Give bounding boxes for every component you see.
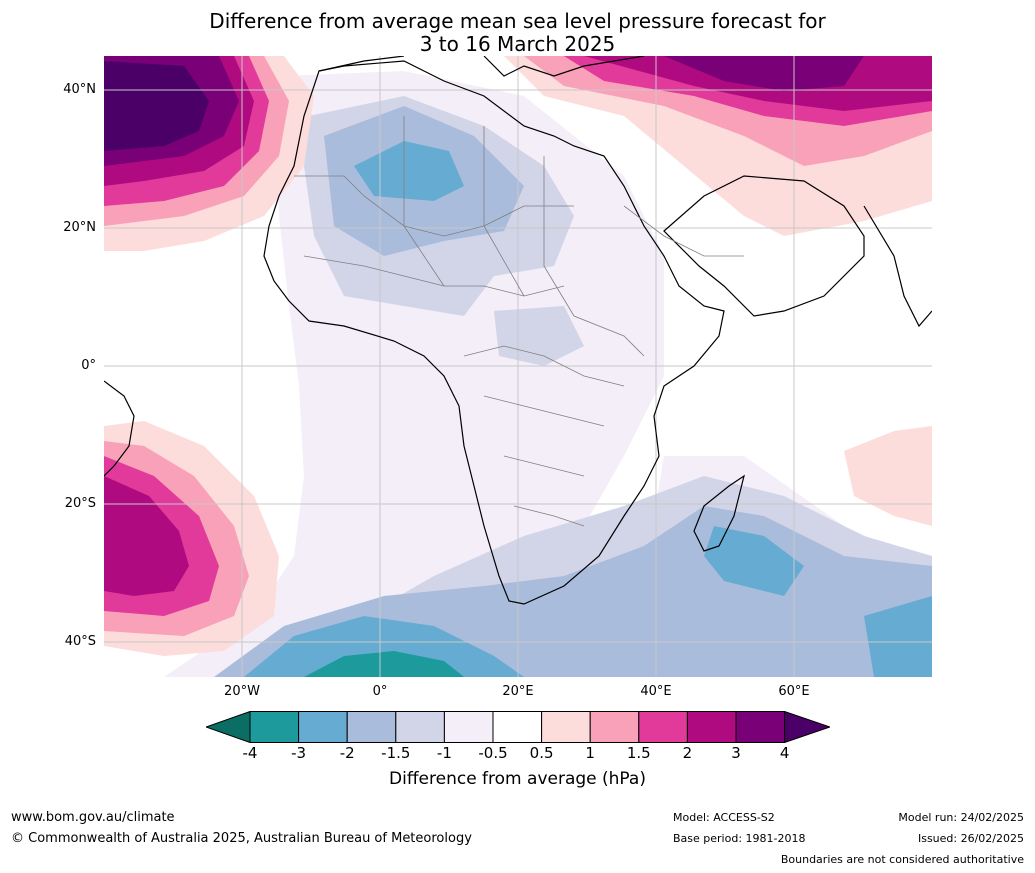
copyright-text: © Commonwealth of Australia 2025, Austra… (11, 831, 472, 846)
colorbar-arrow-high (784, 711, 830, 743)
map-title-line-1: Difference from average mean sea level p… (209, 9, 826, 33)
anomaly-region-neg-3-south (304, 651, 464, 677)
anomaly-region-neg-2-sahara (354, 141, 464, 201)
anomaly-region-pos-4-northwest (104, 61, 209, 151)
colorbar-segment (492, 711, 543, 743)
map-title-line-2: 3 to 16 March 2025 (419, 32, 616, 56)
colorbar-arrow-low (206, 711, 251, 743)
colorbar-tick-label: -4 (242, 744, 258, 762)
colorbar-tick-label: -3 (291, 744, 307, 762)
colorbar-segment (298, 711, 348, 743)
africa-coast (263, 60, 725, 605)
graticule (104, 56, 932, 677)
colorbar-segment (395, 711, 445, 743)
lon-label-20w: 20°W (224, 684, 260, 699)
anomaly-region-pos-2-southwest (104, 476, 189, 596)
lon-label-60e: 60°E (778, 684, 810, 699)
issued-text: Issued: 26/02/2025 (917, 832, 1024, 845)
south-america-coast (104, 380, 135, 477)
colorbar-segment (638, 711, 688, 743)
lat-label-40n: 40°N (63, 82, 96, 97)
lat-label-40s: 40°S (64, 634, 96, 649)
lat-label-0: 0° (81, 358, 96, 373)
coastlines (104, 56, 932, 605)
colorbar-tick-label: -1 (436, 744, 452, 762)
lat-label-20s: 20°S (64, 496, 96, 511)
colorbar-segment (589, 711, 640, 743)
anomaly-region-pos-3-northeast (664, 56, 864, 91)
colorbar-segment (735, 711, 786, 743)
lon-label-20e: 20°E (502, 684, 534, 699)
madagascar-coast (693, 474, 745, 552)
lat-label-20n: 20°N (63, 220, 96, 235)
colorbar-segment (249, 711, 300, 743)
colorbar-segment (686, 711, 737, 743)
arabia-coast (663, 175, 865, 317)
colorbar-segment (346, 711, 397, 743)
model-text: Model: ACCESS-S2 (673, 811, 775, 824)
colorbar (206, 711, 830, 743)
anomaly-region-neg-2-southeast (864, 596, 932, 677)
colorbar-tick-label: -1.5 (381, 744, 411, 762)
colorbar-tick-label: 1.5 (626, 744, 651, 762)
anomaly-region-neg-2-madagascar (704, 526, 804, 596)
pressure-anomaly-map (104, 56, 932, 677)
website-link[interactable]: www.bom.gov.au/climate (11, 810, 175, 825)
model-run-text: Model run: 24/02/2025 (898, 811, 1024, 824)
colorbar-segment (541, 711, 591, 743)
colorbar-tick-label: 0.5 (529, 744, 554, 762)
lon-label-40e: 40°E (640, 684, 672, 699)
anomaly-region-pos-0.5-southeast (844, 426, 932, 526)
boundaries-note: Boundaries are not considered authoritat… (780, 853, 1024, 866)
europe-coast (318, 56, 645, 77)
colorbar-tick-label: 4 (779, 744, 790, 762)
colorbar-label: Difference from average (hPa) (389, 769, 646, 789)
colorbar-tick-label: 3 (731, 744, 741, 762)
anomaly-region-neg-1-central (494, 306, 584, 366)
colorbar-segment (443, 711, 494, 743)
colorbar-tick-label: -2 (339, 744, 355, 762)
india-coast (863, 205, 932, 328)
anomaly-region-neg-2-southwest (244, 616, 524, 677)
base-period-text: Base period: 1981-2018 (673, 832, 806, 845)
colorbar-tick-label: 2 (682, 744, 693, 762)
colorbar-tick-label: 1 (585, 744, 595, 762)
colorbar-tick-label: -0.5 (478, 744, 508, 762)
lon-label-0: 0° (372, 684, 388, 699)
country-borders (294, 116, 744, 527)
